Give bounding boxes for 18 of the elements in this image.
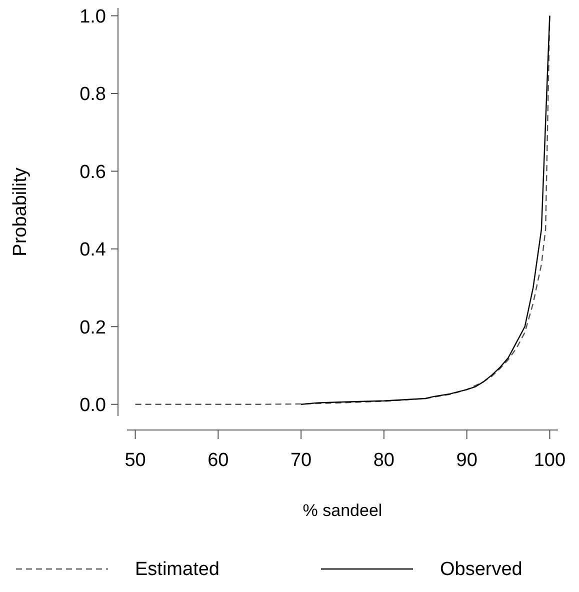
legend-label: Estimated bbox=[135, 559, 220, 580]
legend-label: Observed bbox=[440, 559, 522, 580]
y-tick-label: 0.4 bbox=[80, 240, 106, 261]
y-axis-title: Probability bbox=[10, 167, 31, 256]
x-tick-label: 90 bbox=[456, 450, 478, 471]
line-series bbox=[134, 15, 550, 405]
x-tick-label: 100 bbox=[534, 450, 566, 471]
x-tick-label: 80 bbox=[373, 450, 395, 471]
x-tick-label: 50 bbox=[124, 450, 146, 471]
y-tick-label: 0.2 bbox=[80, 317, 106, 338]
x-tick-label: 60 bbox=[208, 450, 229, 471]
y-tick-label: 0.0 bbox=[80, 394, 106, 416]
x-axis-title: % sandeel bbox=[302, 501, 382, 520]
x-tick-label: 70 bbox=[290, 450, 312, 471]
y-tick-label: 0.6 bbox=[80, 162, 106, 183]
line-series bbox=[300, 15, 550, 405]
y-tick-label: 1.0 bbox=[80, 6, 106, 28]
y-tick-label: 0.8 bbox=[80, 84, 106, 106]
